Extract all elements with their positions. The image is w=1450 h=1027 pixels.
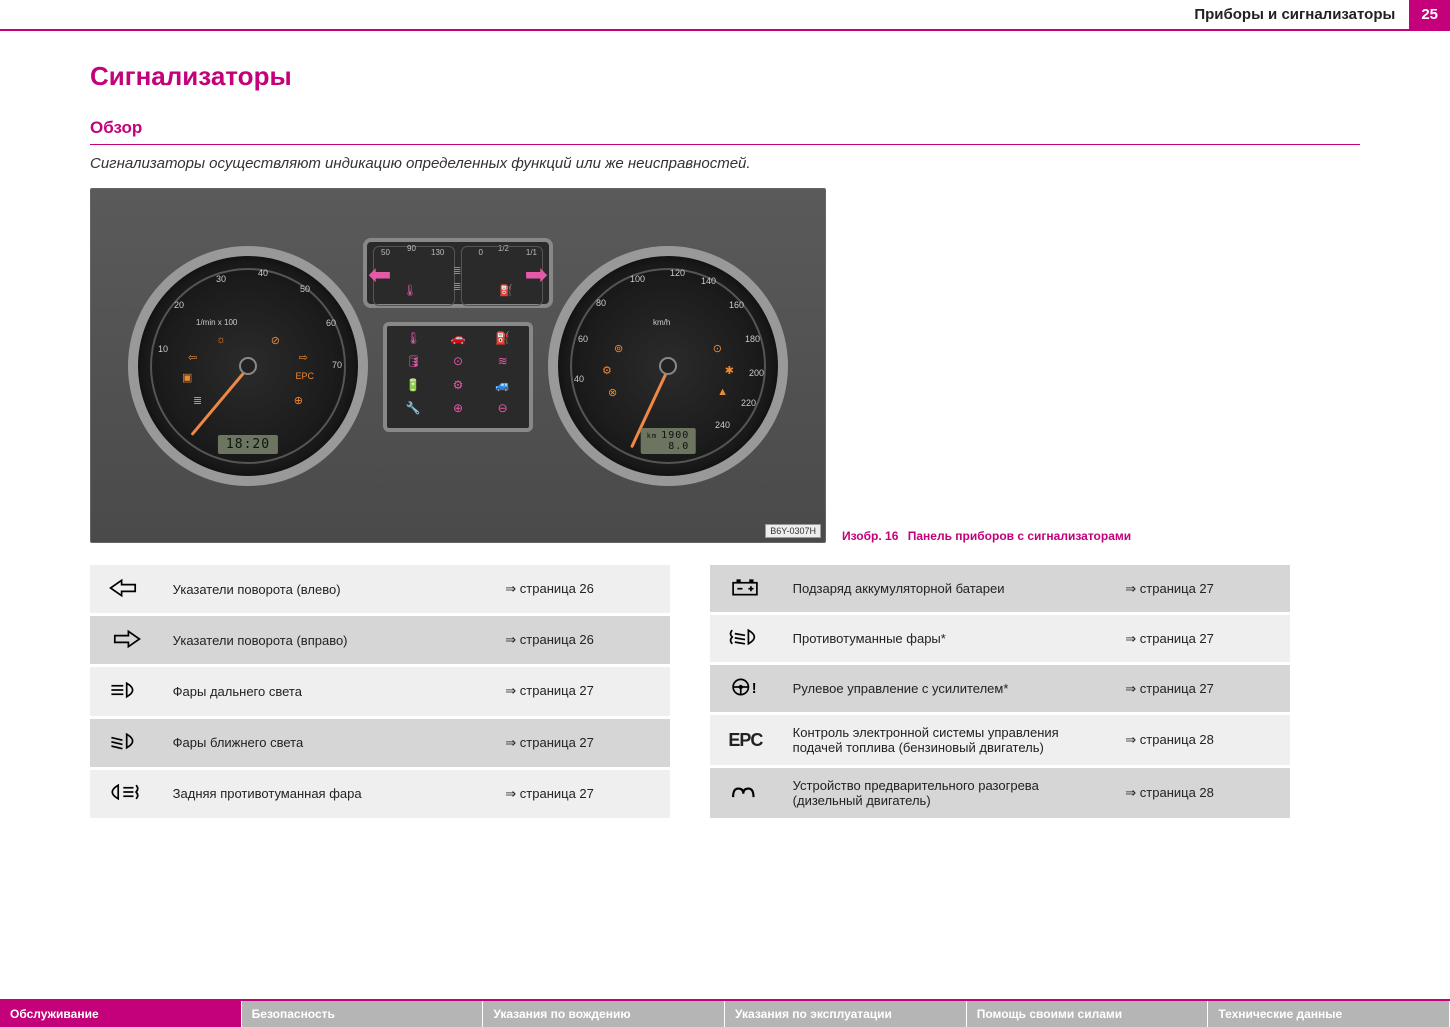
figure-title: Панель приборов с сигнализаторами — [908, 529, 1131, 543]
tach-tick: 20 — [174, 300, 184, 310]
left-turn-arrow-icon: ⬅ — [368, 258, 391, 291]
tach-tick: 50 — [300, 284, 310, 294]
tach-tick: 60 — [326, 318, 336, 328]
indicator-desc: Контроль электронной системы управления … — [781, 714, 1114, 767]
speed-tick: 60 — [578, 334, 588, 344]
table-row: Задняя противотуманная фара ⇒ страница 2… — [90, 768, 670, 819]
indicator-tables: Указатели поворота (влево) ⇒ страница 26… — [90, 565, 1360, 821]
left-turn-icon — [90, 565, 161, 615]
page-header: Приборы и сигнализаторы 25 — [0, 0, 1450, 31]
heading-rule — [90, 144, 1360, 145]
table-row: Подзаряд аккумуляторной батареи ⇒ страни… — [710, 565, 1290, 614]
tach-unit: 1/min x 100 — [196, 318, 237, 327]
speedometer-gauge: 40 60 80 100 120 140 160 180 200 220 240… — [548, 246, 788, 486]
indicator-desc: Фары дальнего света — [161, 666, 494, 717]
clock-display: 18:20 — [218, 435, 278, 454]
right-turn-arrow-icon: ➡ — [525, 258, 548, 291]
indicator-desc: Устройство предварительного разогрева (д… — [781, 767, 1114, 820]
speedo-unit: km/h — [653, 318, 670, 327]
figure-row: 10 20 30 40 50 60 70 1/min x 100 ⇦ ⇨ ▣ E… — [90, 188, 1360, 543]
speed-tick: 220 — [741, 398, 756, 408]
tachometer-gauge: 10 20 30 40 50 60 70 1/min x 100 ⇦ ⇨ ▣ E… — [128, 246, 368, 486]
figure-caption: Изобр. 16 Панель приборов с сигнализатор… — [842, 529, 1131, 543]
page-ref[interactable]: ⇒ страница 26 — [493, 565, 670, 615]
right-turn-icon — [90, 615, 161, 666]
footer-tab-selfhelp[interactable]: Помощь своими силами — [967, 1001, 1209, 1027]
table-row: EPC Контроль электронной системы управле… — [710, 714, 1290, 767]
page-ref[interactable]: ⇒ страница 27 — [1113, 565, 1290, 614]
figure-number: Изобр. 16 — [842, 529, 898, 543]
indicator-desc: Фары ближнего света — [161, 717, 494, 768]
page-number: 25 — [1409, 0, 1450, 29]
indicator-desc: Противотуманные фары* — [781, 614, 1114, 664]
speed-tick: 140 — [701, 276, 716, 286]
speed-tick: 240 — [715, 420, 730, 430]
tach-tick: 30 — [216, 274, 226, 284]
indicator-desc: Подзаряд аккумуляторной батареи — [781, 565, 1114, 614]
footer-tab-driving[interactable]: Указания по вождению — [483, 1001, 725, 1027]
table-row: Фары дальнего света ⇒ страница 27 — [90, 666, 670, 717]
indicator-desc: Указатели поворота (вправо) — [161, 615, 494, 666]
footer-tab-techdata[interactable]: Технические данные — [1208, 1001, 1450, 1027]
indicator-desc: Задняя противотуманная фара — [161, 768, 494, 819]
heading-1: Сигнализаторы — [90, 61, 1360, 92]
speed-tick: 200 — [749, 368, 764, 378]
odometer-display: km19008.0 — [641, 428, 696, 454]
indicator-desc: Указатели поворота (влево) — [161, 565, 494, 615]
table-row: Устройство предварительного разогрева (д… — [710, 767, 1290, 820]
page-ref[interactable]: ⇒ страница 26 — [493, 615, 670, 666]
high-beam-icon — [90, 666, 161, 717]
table-row: Фары ближнего света ⇒ страница 27 — [90, 717, 670, 768]
heading-2: Обзор — [90, 118, 1360, 138]
section-title: Приборы и сигнализаторы — [1194, 0, 1409, 29]
page-ref[interactable]: ⇒ страница 27 — [493, 768, 670, 819]
page-ref[interactable]: ⇒ страница 28 — [1113, 767, 1290, 820]
speed-tick: 120 — [670, 268, 685, 278]
tach-tick: 10 — [158, 344, 168, 354]
speed-tick: 100 — [630, 274, 645, 284]
page-ref[interactable]: ⇒ страница 27 — [493, 717, 670, 768]
rear-fog-icon — [90, 768, 161, 819]
footer-tab-safety[interactable]: Безопасность — [242, 1001, 484, 1027]
footer-tab-service[interactable]: Обслуживание — [0, 1001, 242, 1027]
indicator-desc: Рулевое управление с усилителем* — [781, 664, 1114, 714]
table-row: Противотуманные фары* ⇒ страница 27 — [710, 614, 1290, 664]
svg-text:!: ! — [752, 681, 757, 697]
indicator-table-left: Указатели поворота (влево) ⇒ страница 26… — [90, 565, 670, 821]
speed-tick: 40 — [574, 374, 584, 384]
table-row: Указатели поворота (вправо) ⇒ страница 2… — [90, 615, 670, 666]
center-warning-display: 🌡🚗⛽ 🛢⊙≋ 🔋⚙🚙 🔧⊕⊖ — [383, 322, 533, 432]
indicator-table-right: Подзаряд аккумуляторной батареи ⇒ страни… — [710, 565, 1290, 821]
page-ref[interactable]: ⇒ страница 27 — [1113, 614, 1290, 664]
steering-icon: ! — [710, 664, 781, 714]
glow-plug-icon — [710, 767, 781, 820]
low-beam-icon — [90, 717, 161, 768]
intro-description: Сигнализаторы осуществляют индикацию опр… — [90, 155, 1360, 172]
table-row: ! Рулевое управление с усилителем* ⇒ стр… — [710, 664, 1290, 714]
battery-icon — [710, 565, 781, 614]
page-ref[interactable]: ⇒ страница 27 — [1113, 664, 1290, 714]
epc-icon: EPC — [710, 714, 781, 767]
page-ref[interactable]: ⇒ страница 28 — [1113, 714, 1290, 767]
page-ref[interactable]: ⇒ страница 27 — [493, 666, 670, 717]
table-row: Указатели поворота (влево) ⇒ страница 26 — [90, 565, 670, 615]
tach-tick: 70 — [332, 360, 342, 370]
footer-tab-operation[interactable]: Указания по эксплуатации — [725, 1001, 967, 1027]
content-area: Сигнализаторы Обзор Сигнализаторы осущес… — [0, 31, 1450, 821]
tach-tick: 40 — [258, 268, 268, 278]
footer-tabs: Обслуживание Безопасность Указания по во… — [0, 999, 1450, 1027]
speed-tick: 160 — [729, 300, 744, 310]
front-fog-icon — [710, 614, 781, 664]
speed-tick: 80 — [596, 298, 606, 308]
instrument-cluster: 10 20 30 40 50 60 70 1/min x 100 ⇦ ⇨ ▣ E… — [118, 216, 798, 516]
figure-instrument-panel: 10 20 30 40 50 60 70 1/min x 100 ⇦ ⇨ ▣ E… — [90, 188, 826, 543]
figure-code: B6Y-0307H — [765, 524, 821, 538]
speed-tick: 180 — [745, 334, 760, 344]
